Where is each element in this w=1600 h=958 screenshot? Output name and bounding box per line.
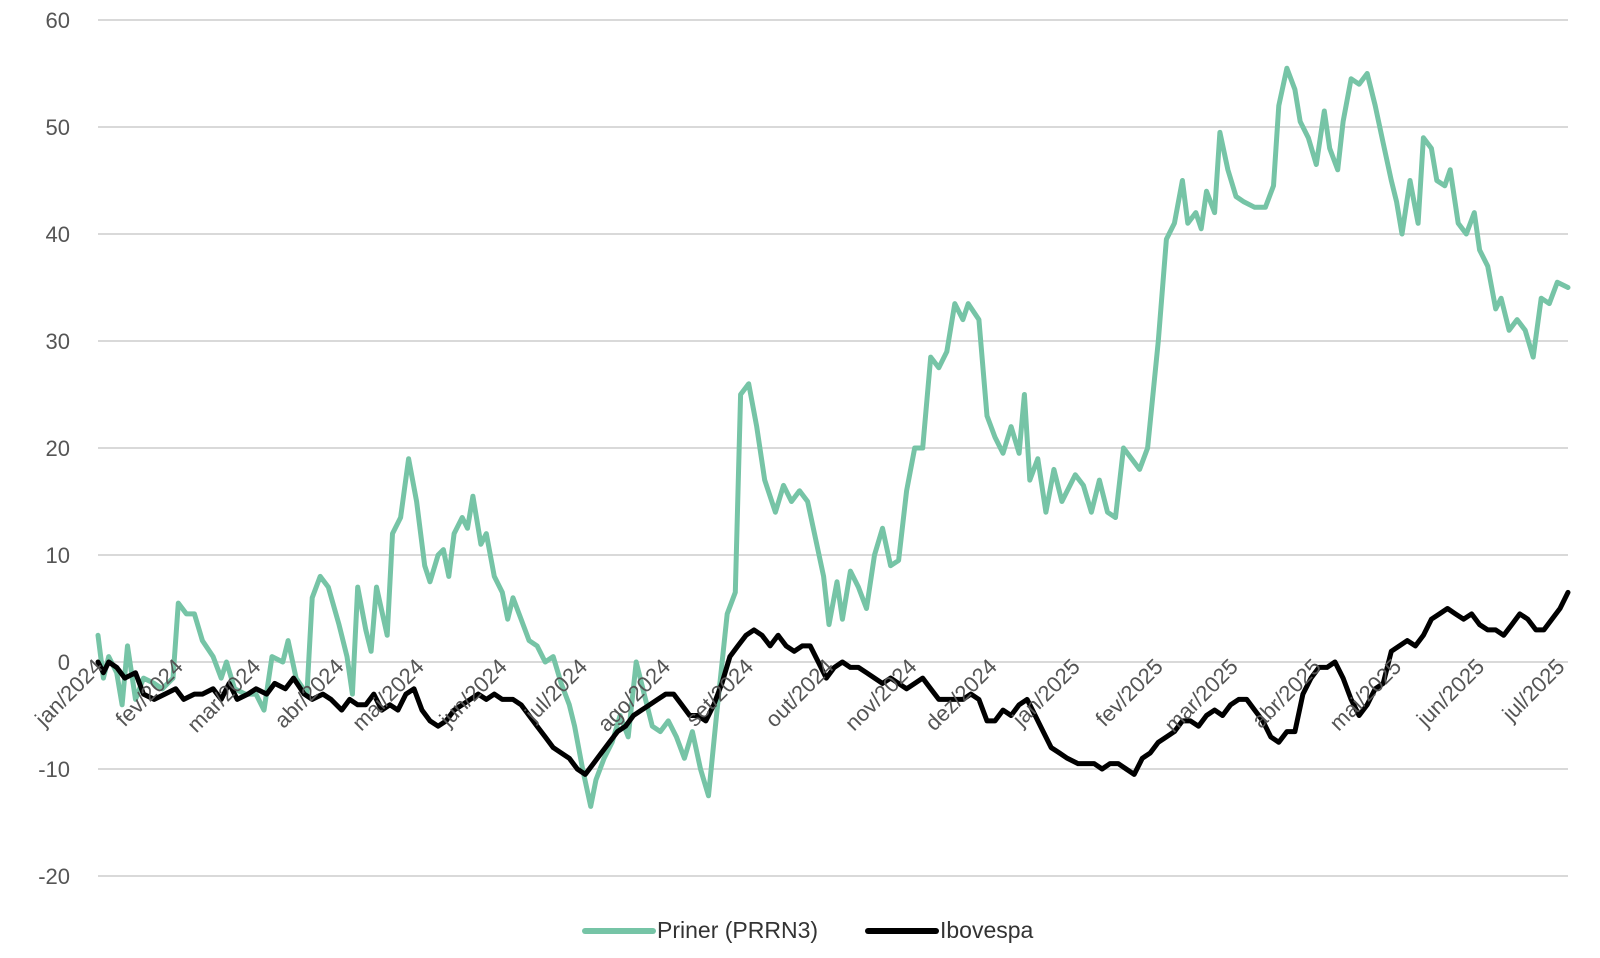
- y-tick-label: 40: [46, 222, 70, 247]
- x-tick-label: abr/2025: [1247, 654, 1326, 733]
- x-tick-label: out/2024: [760, 654, 838, 732]
- x-tick-label: jun/2025: [1411, 654, 1489, 732]
- y-axis-tick-labels: 60 50 40 30 20 10 0 -10 -20: [38, 8, 70, 889]
- y-tick-label: 20: [46, 436, 70, 461]
- legend-label: Ibovespa: [940, 917, 1034, 943]
- x-tick-label: jan/2025: [1007, 654, 1085, 732]
- legend: Priner (PRRN3) Ibovespa: [582, 917, 1034, 943]
- series-line-ibovespa: [95, 589, 1571, 777]
- y-tick-label: -10: [38, 757, 70, 782]
- y-tick-label: 50: [46, 115, 70, 140]
- y-tick-label: 60: [46, 8, 70, 33]
- series-line-priner: [95, 65, 1571, 809]
- x-tick-label: jul/2025: [1497, 654, 1570, 727]
- x-tick-label: jun/2024: [434, 654, 512, 732]
- y-tick-label: 0: [58, 650, 70, 675]
- series-layer: [95, 65, 1571, 809]
- y-tick-label: 30: [46, 329, 70, 354]
- grid-layer: [98, 19, 1568, 877]
- legend-label: Priner (PRRN3): [657, 917, 818, 943]
- x-tick-label: fev/2025: [1091, 654, 1168, 731]
- y-tick-label: 10: [46, 543, 70, 568]
- y-tick-label: -20: [38, 864, 70, 889]
